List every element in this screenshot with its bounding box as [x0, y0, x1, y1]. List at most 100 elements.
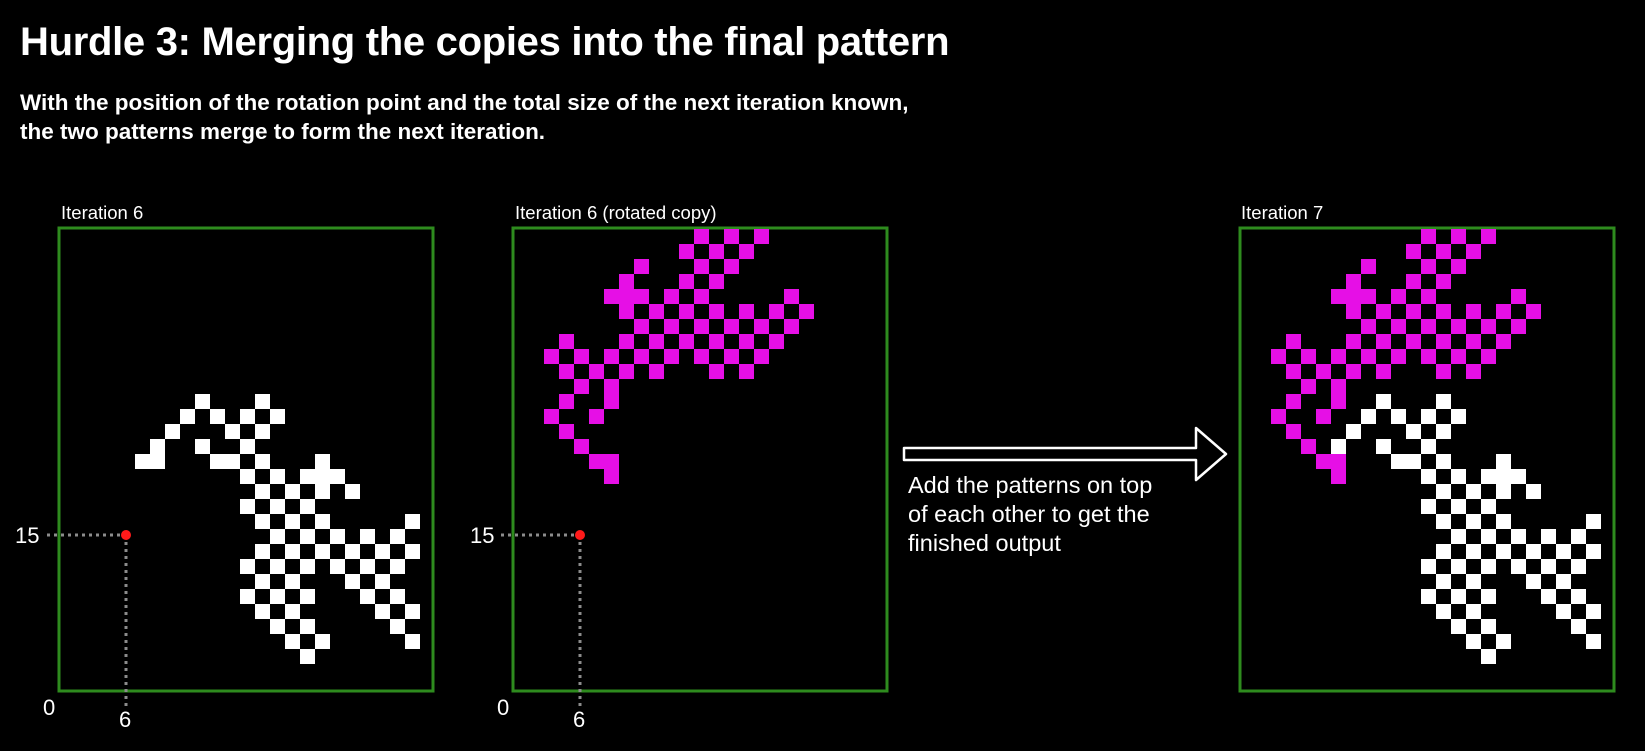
- pattern-cell-rotated: [1331, 289, 1346, 304]
- pattern-cell-rotated: [1436, 334, 1451, 349]
- pattern-cell-original: [300, 529, 315, 544]
- pattern-cell-original: [330, 559, 345, 574]
- pattern-cell-rotated: [634, 349, 649, 364]
- pattern-cell-rotated: [709, 334, 724, 349]
- right-arrow-icon: [902, 426, 1228, 482]
- pattern-cell-original: [390, 529, 405, 544]
- pattern-cell-original: [345, 544, 360, 559]
- pattern-cell-original: [255, 604, 270, 619]
- pattern-cell-rotated: [679, 274, 694, 289]
- pattern-cell-original: [1496, 544, 1511, 559]
- pattern-cell-original: [1436, 484, 1451, 499]
- pattern-cell-original: [1481, 649, 1496, 664]
- caption-line-1: Add the patterns on top: [908, 472, 1153, 498]
- pattern-cell-original: [360, 529, 375, 544]
- pattern-cell-original: [1466, 484, 1481, 499]
- pattern-cell-rotated: [604, 454, 619, 469]
- pattern-cell-original: [255, 394, 270, 409]
- pattern-cell-original: [375, 544, 390, 559]
- pattern-cell-original: [1496, 484, 1511, 499]
- pattern-cell-rotated: [1436, 304, 1451, 319]
- pattern-cell-original: [360, 559, 375, 574]
- pattern-cell-rotated: [679, 244, 694, 259]
- pattern-cell-rotated: [559, 334, 574, 349]
- pattern-cell-rotated: [679, 304, 694, 319]
- pattern-cell-original: [315, 469, 330, 484]
- pattern-cell-rotated: [1331, 469, 1346, 484]
- pattern-cell-rotated: [574, 379, 589, 394]
- pattern-cell-rotated: [664, 319, 679, 334]
- pattern-cell-rotated: [1376, 334, 1391, 349]
- pattern-cell-original: [1331, 439, 1346, 454]
- pattern-cell-original: [1391, 454, 1406, 469]
- panel-frame: [1238, 226, 1616, 693]
- pattern-cell-rotated: [1451, 229, 1466, 244]
- pattern-cell-rotated: [1511, 319, 1526, 334]
- pattern-cell-rotated: [1271, 409, 1286, 424]
- pattern-cell-rotated: [709, 244, 724, 259]
- panel-label: Iteration 6: [61, 202, 143, 223]
- pattern-cell-original: [1541, 529, 1556, 544]
- pattern-cell-original: [1481, 559, 1496, 574]
- pattern-cell-original: [270, 619, 285, 634]
- pattern-cell-rotated: [694, 259, 709, 274]
- pattern-cell-original: [1541, 559, 1556, 574]
- pattern-cell-rotated: [1466, 334, 1481, 349]
- pattern-cell-rotated: [694, 289, 709, 304]
- pattern-cell-rotated: [1346, 274, 1361, 289]
- pattern-cell-original: [1556, 544, 1571, 559]
- pattern-cell-original: [1466, 544, 1481, 559]
- pattern-cell-rotated: [1331, 394, 1346, 409]
- pattern-cell-rotated: [649, 334, 664, 349]
- pattern-cell-original: [285, 574, 300, 589]
- pattern-cell-original: [330, 469, 345, 484]
- pattern-cell-original: [1421, 469, 1436, 484]
- rotation-point: [575, 530, 585, 540]
- pattern-cell-rotated: [604, 379, 619, 394]
- pattern-cell-original: [390, 589, 405, 604]
- panel-label: Iteration 7: [1241, 202, 1323, 223]
- pattern-cell-original: [1421, 499, 1436, 514]
- pattern-cell-rotated: [589, 409, 604, 424]
- pattern-cell-original: [285, 484, 300, 499]
- pattern-cell-rotated: [694, 319, 709, 334]
- pattern-cell-rotated: [694, 349, 709, 364]
- caption-line-3: finished output: [908, 530, 1061, 556]
- pattern-cell-original: [360, 589, 375, 604]
- pattern-cell-original: [135, 454, 150, 469]
- pattern-cell-rotated: [649, 304, 664, 319]
- pattern-cell-rotated: [1436, 274, 1451, 289]
- pattern-merged: [1271, 229, 1601, 664]
- pattern-cell-original: [1421, 439, 1436, 454]
- pattern-cell-original: [1421, 589, 1436, 604]
- pattern-cell-rotated: [634, 259, 649, 274]
- panel-frame: [511, 226, 889, 693]
- pattern-cell-original: [300, 649, 315, 664]
- pattern-cell-rotated: [1436, 244, 1451, 259]
- caption-line-2: of each other to get the: [908, 501, 1150, 527]
- pattern-cell-rotated: [1316, 454, 1331, 469]
- pattern-cell-rotated: [604, 349, 619, 364]
- pattern-cell-original: [1466, 574, 1481, 589]
- pattern-cell-original: [375, 574, 390, 589]
- pattern-cell-rotated: [589, 454, 604, 469]
- pattern-cell-rotated: [649, 364, 664, 379]
- pattern-cell-rotated: [1331, 349, 1346, 364]
- pattern-cell-original: [1421, 409, 1436, 424]
- pattern-cell-original: [1436, 394, 1451, 409]
- pattern-cell-rotated: [724, 349, 739, 364]
- pattern-cell-rotated: [784, 289, 799, 304]
- merge-caption: Add the patterns on top of each other to…: [908, 471, 1152, 558]
- pattern-cell-original: [315, 484, 330, 499]
- pattern-cell-original: [1421, 559, 1436, 574]
- pattern-cell-rotated: [739, 304, 754, 319]
- pattern-cell-original: [1436, 424, 1451, 439]
- pattern-cell-original: [255, 484, 270, 499]
- pattern-cell-rotated: [1421, 349, 1436, 364]
- pattern-cell-original: [240, 439, 255, 454]
- pattern-cell-original: [255, 424, 270, 439]
- pattern-cell-original: [270, 469, 285, 484]
- pattern-cell-rotated: [1391, 289, 1406, 304]
- pattern-cell-original: [1451, 559, 1466, 574]
- origin-label: 0: [497, 695, 509, 720]
